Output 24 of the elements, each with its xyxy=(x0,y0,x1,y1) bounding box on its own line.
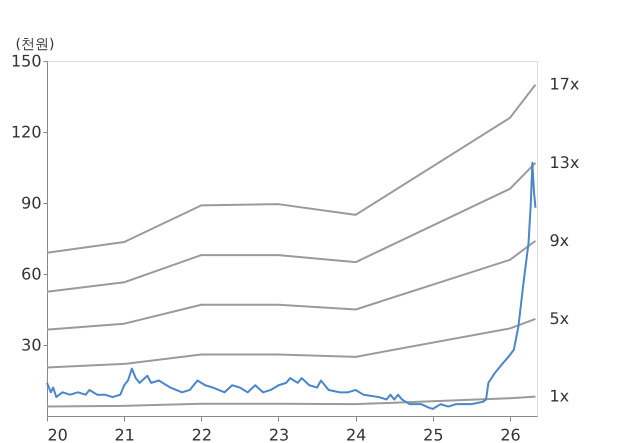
series-label: 13x xyxy=(549,152,580,172)
x-tick-label: 26 xyxy=(500,426,521,443)
x-tick-label: 22 xyxy=(192,426,212,443)
line-series xyxy=(46,240,536,331)
x-tick-label: 24 xyxy=(346,426,366,443)
series-label: 1x xyxy=(549,386,570,406)
x-tick-label: 21 xyxy=(114,426,135,443)
y-axis-title: (천원) xyxy=(16,36,54,52)
line-series xyxy=(46,396,536,408)
series-label: 9x xyxy=(549,230,570,250)
y-tick-label: 60 xyxy=(21,264,42,284)
x-tick-label: 23 xyxy=(268,426,290,443)
y-tick-label: 150 xyxy=(10,52,42,70)
y-tick-label: 120 xyxy=(10,122,42,142)
series-label: 5x xyxy=(549,308,570,328)
y-tick-label: 30 xyxy=(21,336,42,354)
line-series xyxy=(46,162,536,293)
series-label: 17x xyxy=(549,74,580,94)
x-tick-label: 25 xyxy=(423,426,444,443)
y-tick-label: 90 xyxy=(21,194,42,212)
x-tick-label: 20 xyxy=(48,426,68,443)
line-series xyxy=(46,84,536,254)
line-series xyxy=(46,318,536,368)
line-series xyxy=(46,162,536,410)
